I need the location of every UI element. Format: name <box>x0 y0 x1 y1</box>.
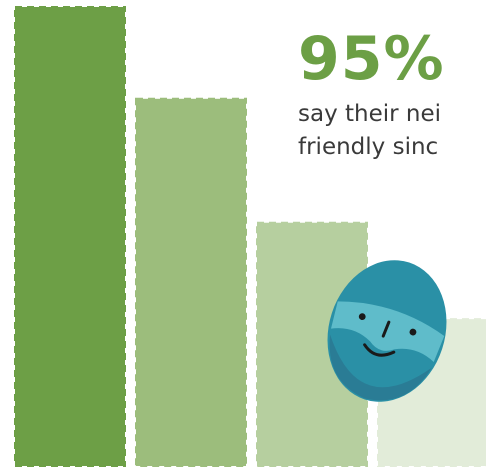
mascot-right-eye <box>409 328 417 336</box>
stat-caption-line-2: friendly sinc <box>298 134 439 160</box>
stat-caption: say their nei friendly sinc <box>298 98 445 164</box>
bar-2 <box>135 97 247 468</box>
stat-caption-line-1: say their nei <box>298 101 442 127</box>
mascot-beard-shade <box>329 334 432 401</box>
mascot-smile <box>363 343 396 357</box>
stat-percentage: 95% <box>298 24 445 94</box>
bar-1 <box>14 6 126 467</box>
mascot-left-eye <box>358 313 366 321</box>
mascot-nose <box>381 320 391 338</box>
blue-bearded-face-icon <box>327 260 447 402</box>
stat-callout: 95% say their nei friendly sinc <box>298 26 445 164</box>
